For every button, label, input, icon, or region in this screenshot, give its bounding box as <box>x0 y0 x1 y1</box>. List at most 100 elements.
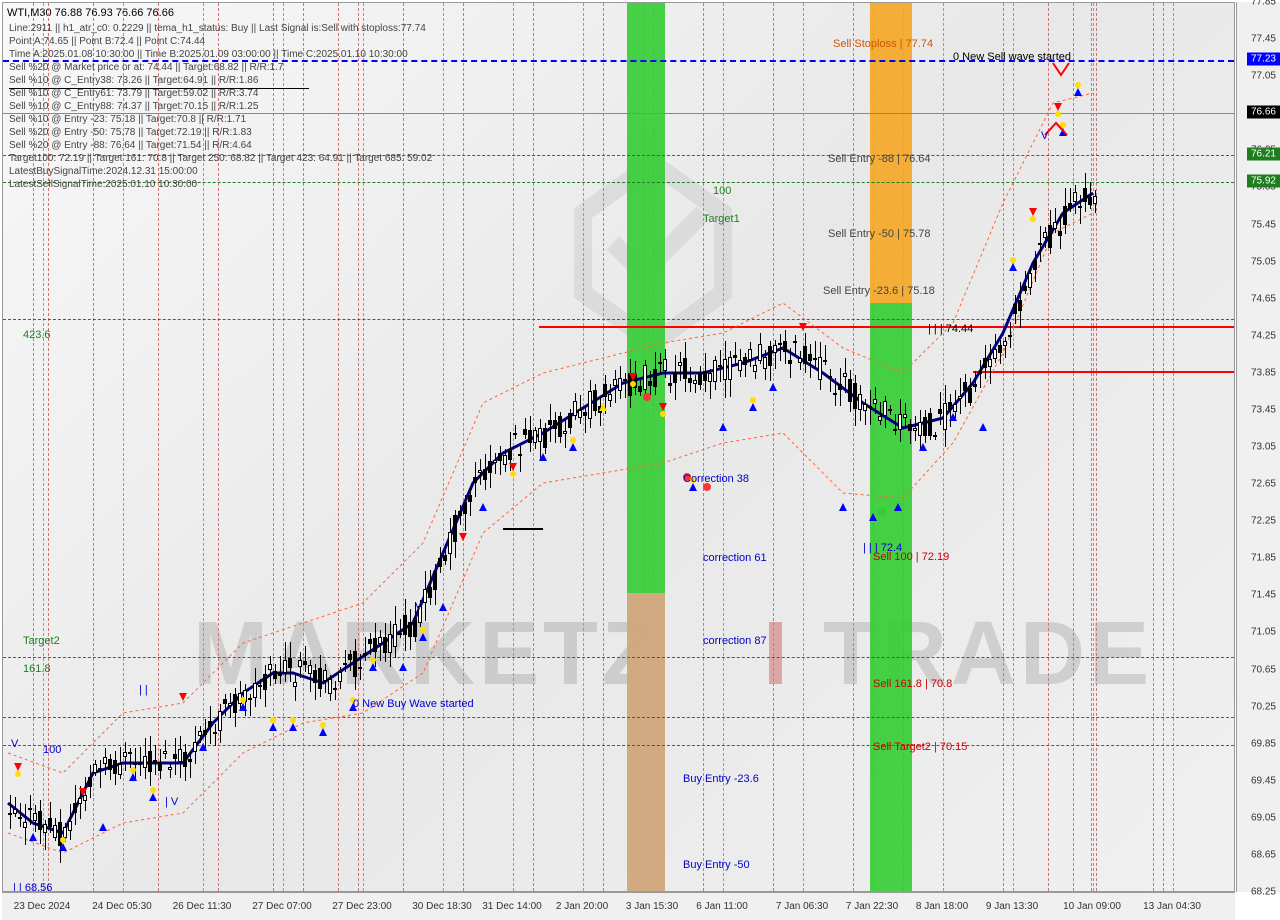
sell-arrow-icon <box>659 403 667 411</box>
y-tick-label: 71.05 <box>1251 627 1276 638</box>
chart-annotation: Target2 <box>23 635 60 647</box>
buy-arrow-icon <box>894 503 902 511</box>
buy-arrow-icon <box>1009 263 1017 271</box>
chart-annotation: Sell Stoploss | 77.74 <box>833 38 933 50</box>
buy-arrow-icon <box>59 843 67 851</box>
x-tick-label: 9 Jan 13:30 <box>986 901 1038 912</box>
y-tick-label: 70.25 <box>1251 701 1276 712</box>
chart-annotation: Correction 38 <box>683 473 749 485</box>
info-line: Sell %20 @ Entry -88: 76.64 || Target:71… <box>9 140 252 151</box>
sell-arrow-icon <box>14 763 22 771</box>
x-tick-label: 26 Dec 11:30 <box>173 901 232 912</box>
y-tick-label: 72.65 <box>1251 479 1276 490</box>
x-tick-label: 6 Jan 11:00 <box>696 901 748 912</box>
y-axis: 77.8577.4577.0576.6576.2575.8575.4575.05… <box>1236 2 1280 892</box>
sell-arrow-icon <box>799 323 807 331</box>
buy-arrow-icon <box>369 663 377 671</box>
x-axis: 23 Dec 202424 Dec 05:3026 Dec 11:3027 De… <box>2 892 1235 920</box>
buy-arrow-icon <box>399 663 407 671</box>
x-tick-label: 8 Jan 18:00 <box>916 901 968 912</box>
x-tick-label: 7 Jan 22:30 <box>846 901 898 912</box>
buy-arrow-icon <box>1074 88 1082 96</box>
y-tick-label: 68.65 <box>1251 849 1276 860</box>
chart-annotation: Sell 100 | 72.19 <box>873 551 949 563</box>
y-tick-label: 71.85 <box>1251 553 1276 564</box>
x-tick-label: 27 Dec 23:00 <box>332 901 392 912</box>
info-line: Point A:74.65 || Point B:72.4 || Point C… <box>9 36 205 47</box>
price-marker-box: 76.21 <box>1247 148 1280 161</box>
info-line: Sell %10 @ Entry -23: 75.18 || Target:70… <box>9 114 246 125</box>
buy-arrow-icon <box>319 728 327 736</box>
y-tick-label: 73.85 <box>1251 367 1276 378</box>
sell-arrow-icon <box>459 533 467 541</box>
buy-arrow-icon <box>839 503 847 511</box>
y-tick-label: 75.45 <box>1251 219 1276 230</box>
sell-arrow-icon <box>629 373 637 381</box>
info-line: Sell %10 @ C_Entry38: 73.26 || Target:64… <box>9 75 258 86</box>
chart-annotation: 100 <box>713 185 731 197</box>
chart-annotation: | V <box>165 796 178 808</box>
chart-plot-area[interactable]: WTI,M30 76.88 76.93 76.66 76.66 MARKETZ … <box>2 2 1235 892</box>
buy-arrow-icon <box>199 743 207 751</box>
buy-arrow-icon <box>239 703 247 711</box>
x-tick-label: 24 Dec 05:30 <box>92 901 152 912</box>
x-tick-label: 13 Jan 04:30 <box>1143 901 1201 912</box>
chart-annotation: 423.6 <box>23 329 51 341</box>
info-line: Sell %10 @ C_Entry88: 74.37 || Target:70… <box>9 101 258 112</box>
info-line: LatestSellSignalTime:2025.01.10 10:30:00 <box>9 179 197 190</box>
chart-annotation: | | 68.56 <box>13 882 52 892</box>
info-line: Sell %20 @ Market price or at: 74.44 || … <box>9 62 283 73</box>
info-line: Sell %10 @ C_Entry61: 73.79 || Target:59… <box>9 88 258 99</box>
buy-arrow-icon <box>599 403 607 411</box>
x-tick-label: 10 Jan 09:00 <box>1063 901 1121 912</box>
x-tick-label: 7 Jan 06:30 <box>776 901 828 912</box>
y-tick-label: 75.05 <box>1251 256 1276 267</box>
chart-annotation: correction 87 <box>703 635 767 647</box>
y-tick-label: 74.25 <box>1251 330 1276 341</box>
watermark-main: MARKETZ <box>193 603 661 706</box>
y-tick-label: 74.65 <box>1251 293 1276 304</box>
buy-arrow-icon <box>439 603 447 611</box>
chart-annotation: Buy Entry -50 <box>683 859 750 871</box>
chart-annotation: | | <box>139 684 148 696</box>
info-line: LatestBuySignalTime:2024.12.31 15:00:00 <box>9 166 198 177</box>
y-tick-label: 77.05 <box>1251 71 1276 82</box>
price-marker-box: 76.66 <box>1247 106 1280 119</box>
y-tick-label: 70.65 <box>1251 664 1276 675</box>
info-line: Line:2911 || h1_atr_c0: 0.2229 || tema_h… <box>9 23 426 34</box>
buy-arrow-icon <box>479 503 487 511</box>
y-tick-label: 73.45 <box>1251 404 1276 415</box>
y-tick-label: 69.85 <box>1251 738 1276 749</box>
buy-arrow-icon <box>99 823 107 831</box>
buy-arrow-icon <box>269 723 277 731</box>
price-marker-box: 75.92 <box>1247 174 1280 187</box>
buy-arrow-icon <box>949 413 957 421</box>
y-tick-label: 68.25 <box>1251 887 1276 898</box>
buy-arrow-icon <box>869 513 877 521</box>
chart-annotation: Sell Target2 | 70.15 <box>873 741 967 753</box>
buy-arrow-icon <box>129 773 137 781</box>
sell-arrow-icon <box>79 788 87 796</box>
y-tick-label: 71.45 <box>1251 590 1276 601</box>
sell-arrow-icon <box>509 463 517 471</box>
y-tick-label: 72.25 <box>1251 516 1276 527</box>
buy-arrow-icon <box>769 383 777 391</box>
chart-annotation: V <box>11 738 18 750</box>
buy-arrow-icon <box>419 633 427 641</box>
buy-arrow-icon <box>149 793 157 801</box>
x-tick-label: 3 Jan 15:30 <box>626 901 678 912</box>
sell-arrow-icon <box>1029 208 1037 216</box>
x-tick-label: 31 Dec 14:00 <box>482 901 542 912</box>
chart-annotation: 161.8 <box>23 663 51 675</box>
chart-annotation: Sell Entry -23.6 | 75.18 <box>823 285 935 297</box>
sell-arrow-icon <box>1054 103 1062 111</box>
info-line: Time A:2025.01.08 10:30:00 || Time B:202… <box>9 49 408 60</box>
chart-annotation: 100 <box>43 744 61 756</box>
x-tick-label: 30 Dec 18:30 <box>412 901 472 912</box>
chart-annotation: Sell 161.8 | 70.8 <box>873 678 952 690</box>
y-tick-label: 73.05 <box>1251 442 1276 453</box>
y-tick-label: 77.45 <box>1251 34 1276 45</box>
buy-arrow-icon <box>289 723 297 731</box>
chart-annotation: correction 61 <box>703 552 767 564</box>
buy-arrow-icon <box>749 403 757 411</box>
